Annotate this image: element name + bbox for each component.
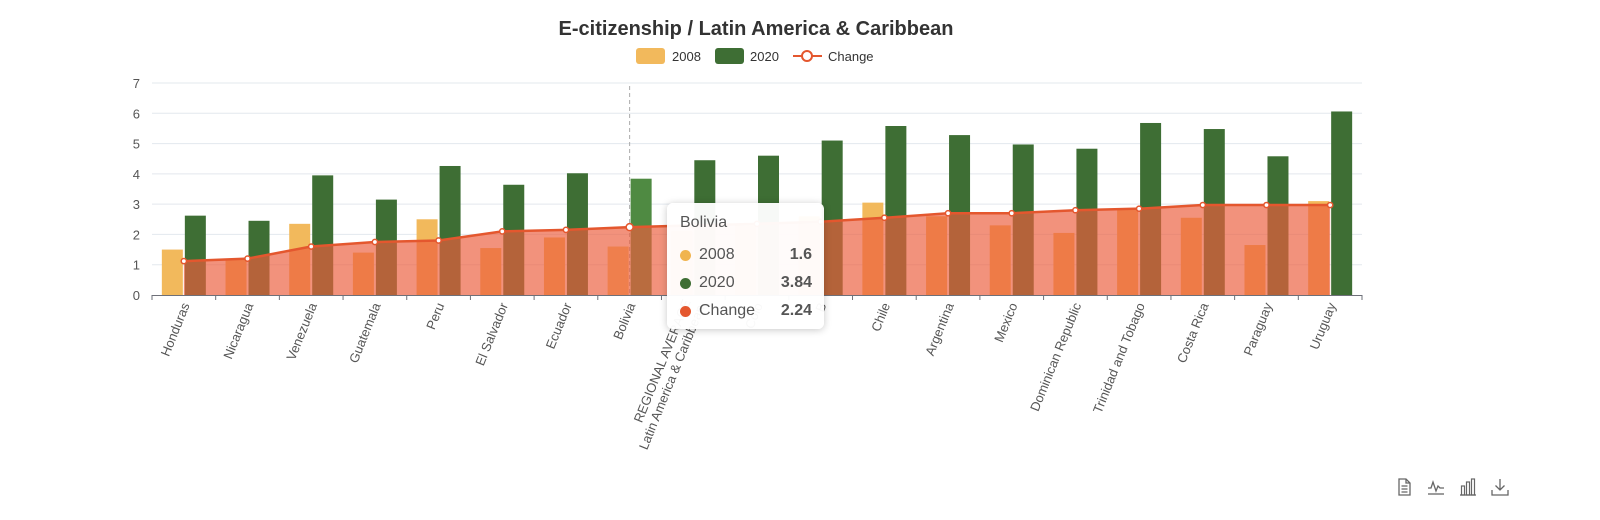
tooltip-value: 1.6 [789,246,812,263]
legend-marker-change [801,50,813,62]
x-category-label: Peru [423,301,447,332]
change-point[interactable] [1072,206,1079,214]
x-category-label-line: Costa Rica [1174,300,1212,365]
x-category-label-line: Bolivia [610,300,639,342]
change-point[interactable] [435,237,442,244]
x-category-label-line: Peru [423,301,447,332]
change-point[interactable] [1135,205,1143,213]
x-category-label-line: Honduras [158,300,193,358]
y-tick-label: 3 [133,197,140,212]
x-category-label: Chile [868,301,893,334]
y-tick-label: 0 [133,288,140,303]
x-category-label-line: Uruguay [1307,300,1340,352]
x-category-label: Paraguay [1240,300,1275,358]
x-category-label: Bolivia [610,300,639,342]
x-category-label: Venezuela [283,300,320,363]
x-category-label-line: Nicaragua [220,300,256,361]
tooltip-series-name: Change [699,302,756,319]
y-tick-label: 5 [133,137,140,152]
x-category-label-line: Trinidad and Tobago [1090,301,1148,416]
x-category-label-line: Paraguay [1240,300,1275,358]
legend-label-2020: 2020 [750,49,779,64]
x-category-label: Honduras [158,300,193,358]
x-category-label-line: Ecuador [543,300,575,351]
data-view-icon[interactable] [1394,477,1414,497]
tooltip-dot-change [680,305,691,317]
tooltip-dot-2020 [680,277,691,289]
y-axis: 0 1 2 3 4 5 6 7 [133,76,140,303]
change-point[interactable] [1326,201,1334,209]
change-point[interactable] [562,226,570,234]
bar-2008[interactable] [161,249,183,295]
change-point[interactable] [371,238,379,246]
x-category-label: Costa Rica [1174,300,1212,365]
change-point[interactable] [244,255,251,263]
tooltip: Bolivia 2008 1.6 2020 3.84 Change 2.24 [667,203,824,329]
bar-2020[interactable] [1331,111,1353,296]
y-tick-label: 6 [133,106,140,121]
toolbox [1394,477,1510,497]
change-point[interactable] [625,222,634,232]
change-point[interactable] [1008,209,1016,217]
legend-item-2008[interactable]: 2008 [636,48,701,64]
change-point[interactable] [944,209,952,217]
y-tick-label: 7 [133,76,140,91]
tooltip-value: 3.84 [780,274,812,291]
x-category-label-line: Guatemala [346,300,384,365]
x-category-label: Dominican Republic [1027,300,1084,413]
tooltip-row-change: Change 2.24 [680,297,812,325]
x-category-label: Guatemala [346,300,384,365]
chart-title: E-citizenship / Latin America & Caribbea… [559,18,954,40]
x-category-label: El Salvador [472,300,511,368]
change-point[interactable] [1263,201,1270,209]
legend-label-change: Change [828,49,874,64]
tooltip-row-2008: 2008 1.6 [680,241,812,269]
bar-chart-icon[interactable] [1458,477,1478,497]
tooltip-title: Bolivia [680,214,728,231]
x-category-label-line: El Salvador [472,300,511,368]
x-category-label-line: Mexico [991,301,1020,345]
tooltip-value: 2.24 [780,302,812,319]
line-chart-icon[interactable] [1426,477,1446,497]
change-point[interactable] [180,257,188,265]
tooltip-series-name: 2008 [699,246,735,263]
x-category-label: Uruguay [1307,300,1340,352]
x-category-label: Ecuador [543,300,575,351]
tooltip-dot-2008 [680,249,691,261]
y-tick-label: 2 [133,227,140,242]
tooltip-series-name: 2020 [699,274,735,291]
legend-label-2008: 2008 [672,49,701,64]
legend-item-2020[interactable]: 2020 [715,48,779,64]
x-category-label: Nicaragua [220,300,256,361]
y-tick-label: 4 [133,167,140,182]
x-category-label-line: Chile [868,301,893,334]
x-category-label-line: Dominican Republic [1027,300,1084,413]
x-category-label-line: Argentina [922,300,957,358]
x-category-label-line: Venezuela [283,300,320,363]
x-category-label: Trinidad and Tobago [1090,301,1148,416]
change-point[interactable] [498,228,506,235]
change-point[interactable] [881,214,888,222]
tooltip-row-2020: 2020 3.84 [680,269,812,297]
legend-swatch-2020 [715,48,744,64]
y-tick-label: 1 [133,258,140,273]
legend[interactable]: 2008 2020 Change [636,48,874,64]
legend-item-change[interactable]: Change [793,49,874,64]
x-category-label: Mexico [991,301,1020,345]
download-icon[interactable] [1490,477,1510,497]
change-point[interactable] [1199,201,1207,209]
x-category-label: Argentina [922,300,957,358]
change-point[interactable] [307,243,315,250]
legend-swatch-2008 [636,48,665,64]
